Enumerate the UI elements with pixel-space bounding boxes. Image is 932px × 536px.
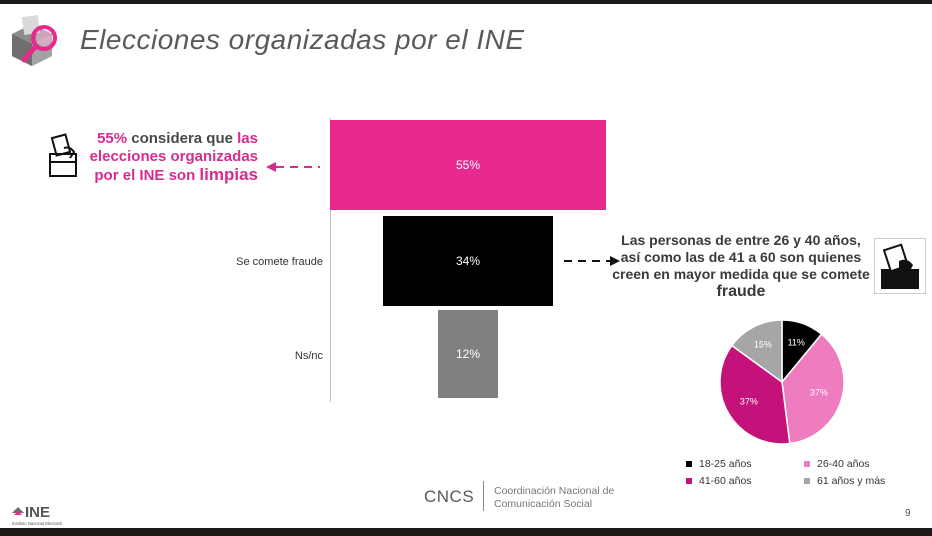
legend-swatch (804, 461, 810, 467)
callout-left-text2: las elecciones organizadas por el INE so… (89, 130, 258, 184)
bottom-bar (0, 528, 932, 536)
ine-logo: INE Instituto Nacional Electoral (12, 504, 62, 526)
bar-value-label: 34% (455, 254, 480, 268)
page-number: 9 (905, 508, 911, 519)
pie-slice-label: 11% (788, 337, 805, 347)
bar-2: 12% (437, 310, 499, 398)
footer-divider (483, 481, 484, 511)
callout-left: 55% considera que las elecciones organiz… (88, 130, 258, 185)
pie-slice-2 (719, 344, 791, 445)
chart-axis (330, 118, 331, 402)
callout-right-text: Las personas de entre 26 y 40 años, así … (612, 232, 870, 282)
pie-slice-label: 37% (810, 388, 828, 398)
org-abbr: CNCS (424, 487, 475, 506)
pie-slice-label: 37% (740, 397, 758, 407)
arrow-left-icon (266, 162, 320, 172)
legend-item: 26-40 años (804, 458, 870, 470)
legend-item: 18-25 años (686, 458, 752, 470)
legend-label: 41-60 años (699, 475, 752, 487)
bar-value-label: 12% (455, 347, 480, 361)
legend-swatch (686, 461, 692, 467)
legend-item: 41-60 años (686, 475, 752, 487)
callout-left-pct: 55% (97, 130, 128, 147)
callout-right: Las personas de entre 26 y 40 años, así … (610, 232, 872, 300)
legend-label: 18-25 años (699, 458, 752, 470)
org-name-line1: Coordinación Nacional de (494, 485, 615, 497)
pie-slice-1 (781, 333, 845, 445)
bar-0: 55% (330, 120, 606, 210)
pie-chart: 11% 37% 37% 15% (719, 319, 845, 445)
ballot-box-icon (49, 133, 77, 177)
top-bar (0, 0, 932, 4)
legend-swatch (686, 478, 692, 484)
bar-category-label: Ns/nc (294, 350, 323, 362)
pie-slice-3 (730, 319, 783, 384)
ballot-magnifier-icon (12, 14, 57, 66)
arrow-right-icon (564, 256, 620, 266)
bar-value-label: 55% (455, 158, 481, 172)
bar-category-label: Se comete fraude (236, 256, 323, 268)
legend-label: 61 años y más (817, 475, 886, 487)
pie-slice-label: 15% (754, 339, 772, 349)
svg-text:INE: INE (25, 504, 50, 521)
callout-left-text1: considera que (127, 130, 238, 147)
legend-swatch (804, 478, 810, 484)
svg-text:Instituto Nacional Electoral: Instituto Nacional Electoral (12, 521, 62, 526)
callout-left-emphasis: limpias (199, 165, 258, 184)
callout-right-emphasis: fraude (716, 283, 766, 300)
org-name-line2: Comunicación Social (494, 498, 593, 510)
org-name: Coordinación Nacional de Comunicación So… (494, 485, 614, 511)
bar-1: 34% (382, 216, 554, 306)
page-title: Elecciones organizadas por el INE (80, 24, 525, 55)
legend-label: 26-40 años (817, 458, 870, 470)
legend-item: 61 años y más (804, 475, 885, 487)
ballot-box-icon (874, 238, 926, 294)
